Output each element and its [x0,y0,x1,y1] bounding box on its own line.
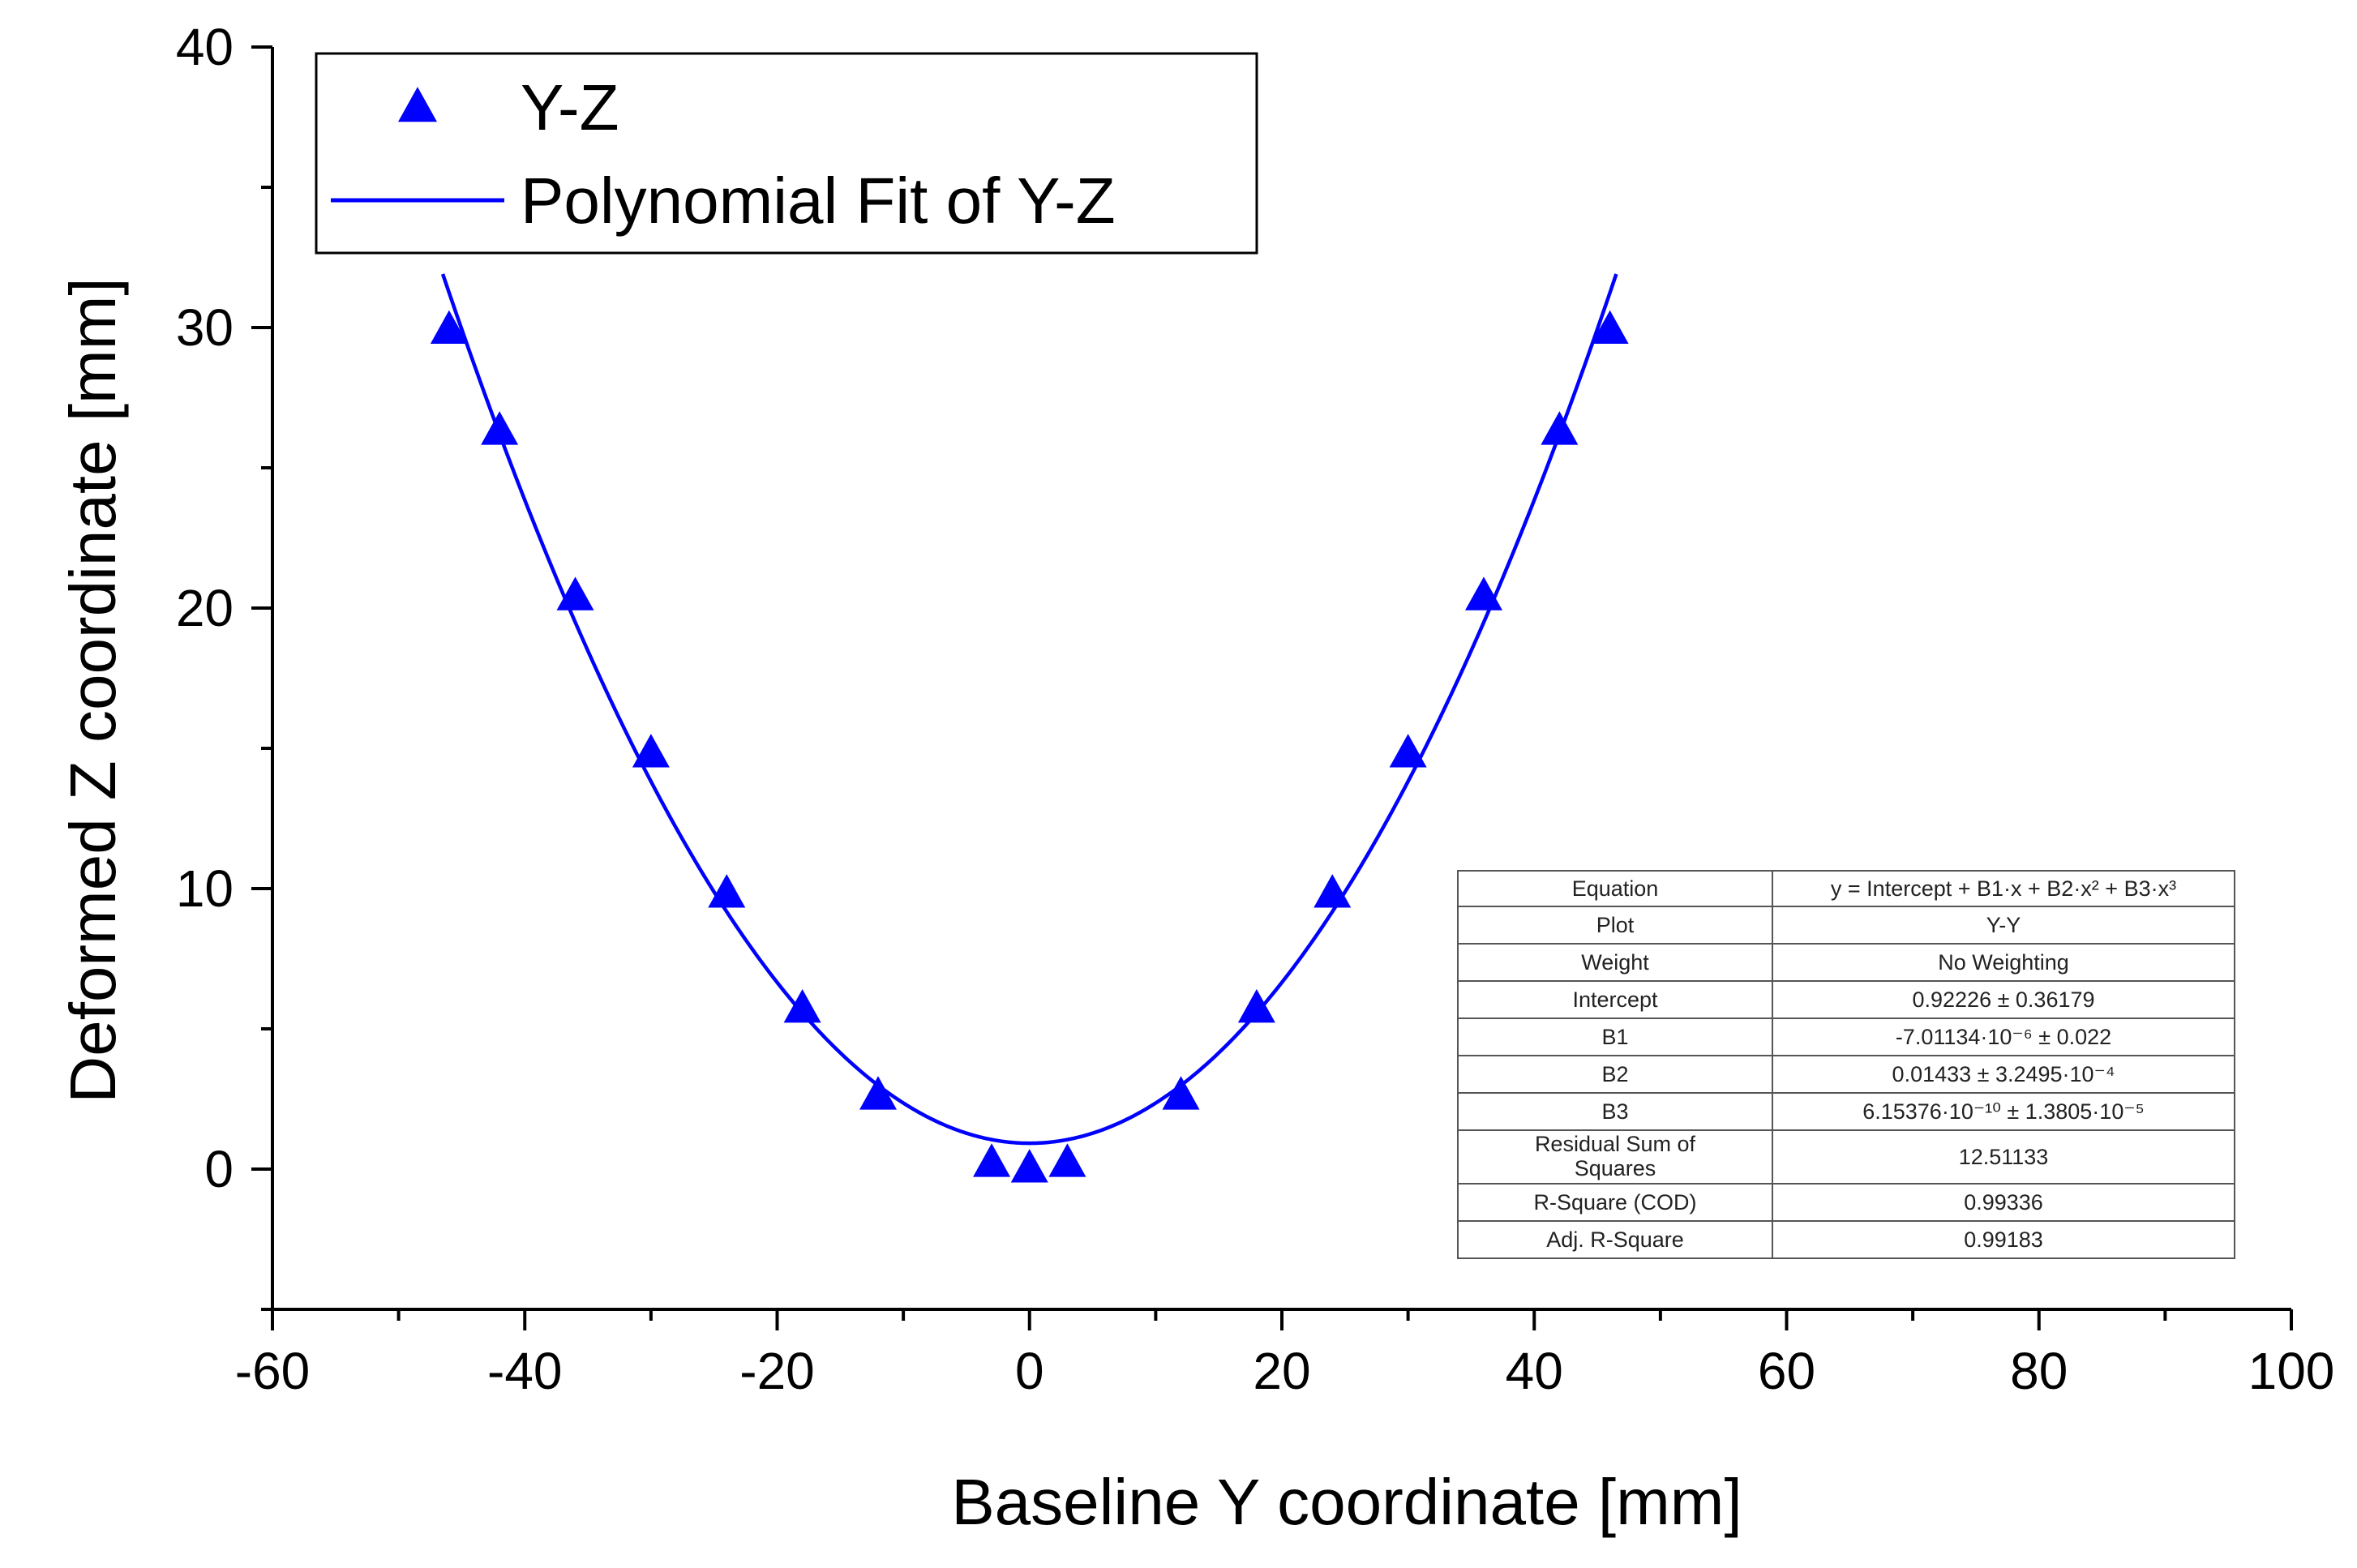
legend: Y-Z Polynomial Fit of Y-Z [315,52,1258,255]
legend-label: Polynomial Fit of Y-Z [521,165,1116,237]
table-row-value: y = Intercept + B1·x + B2·x² + B3·x³ [1831,876,2176,901]
data-point [1313,874,1352,908]
x-axis-title: Baseline Y coordinate [mm] [951,1466,1742,1538]
x-tick-label: -60 [235,1342,311,1400]
y-tick-label: 20 [176,579,234,637]
data-point [1237,988,1275,1023]
x-tick-label: -20 [739,1342,815,1400]
legend-marker-triangle [398,87,437,122]
table-row-value: No Weighting [1938,950,2069,975]
x-tick-label: 100 [2248,1342,2335,1400]
data-point [1541,411,1579,445]
data-point [708,874,746,908]
table-row-label: B2 [1601,1062,1628,1086]
data-point [783,988,821,1023]
table-row-value: Y-Y [1986,913,2021,937]
data-point [1048,1143,1086,1177]
y-tick-label: 10 [176,859,234,918]
table-row-label: Residual Sum of Squares [1535,1132,1696,1180]
data-point [481,411,519,445]
table-row-label: Adj. R-Square [1546,1227,1684,1252]
table-row-label: Intercept [1572,987,1658,1012]
y-tick-label: 40 [176,18,234,76]
data-point [430,310,468,345]
table-border [1457,870,2235,1259]
data-point [1465,576,1502,610]
data-point [1010,1149,1048,1183]
y-tick-label: 0 [204,1140,234,1198]
y-axis-title: Deformed Z coordinate [mm] [57,277,129,1103]
table-row-label: B1 [1601,1025,1628,1049]
table-row-label: B3 [1601,1099,1628,1124]
data-point [556,576,594,610]
table-row-label: Plot [1596,913,1635,937]
table-row-value: 12.51133 [1959,1145,2049,1169]
data-point [973,1143,1011,1177]
legend-box [315,52,1258,255]
axes-layer: -60 -40 -20 0 20 40 60 80 100 0 10 20 30 40 Baseline Y… [57,18,2334,1538]
data-point [1591,310,1629,345]
x-tick-label: 40 [1506,1342,1563,1400]
table-row-label: R-Square (COD) [1533,1190,1696,1215]
data-point [632,734,670,768]
y-tick-label: 30 [176,298,234,357]
data-point [1389,734,1427,768]
table-row-label: Equation [1572,876,1659,901]
x-tick-label: 60 [1758,1342,1815,1400]
fit-results-table: Equation y = Intercept + B1·x + B2·x² + B… [1457,870,2235,1259]
data-point [1162,1076,1200,1110]
table-row-value: 0.99183 [1964,1227,2043,1252]
table-row-value: -7.01134·10⁻⁶ ± 0.022 [1896,1025,2111,1049]
table-row-value: 6.15376·10⁻¹⁰ ± 1.3805·10⁻⁵ [1862,1099,2145,1124]
x-tick-label: -40 [487,1342,563,1400]
x-tick-label: 20 [1253,1342,1310,1400]
table-row-value: 0.01433 ± 3.2495·10⁻⁴ [1892,1062,2115,1086]
x-tick-label: 0 [1015,1342,1044,1400]
table-row-value: 0.99336 [1964,1190,2043,1215]
fit-curve [440,273,1618,1146]
table-row-label-line: Squares [1575,1156,1656,1180]
fit-layer [440,273,1618,1146]
x-tick-label: 80 [2010,1342,2068,1400]
legend-label: Y-Z [521,71,619,144]
marker-layer [430,310,1629,1183]
table-row-label: Weight [1581,950,1649,975]
table-row-label-line: Residual Sum of [1535,1132,1696,1156]
data-point [859,1076,897,1110]
table-row-value: 0.92226 ± 0.36179 [1912,987,2094,1012]
